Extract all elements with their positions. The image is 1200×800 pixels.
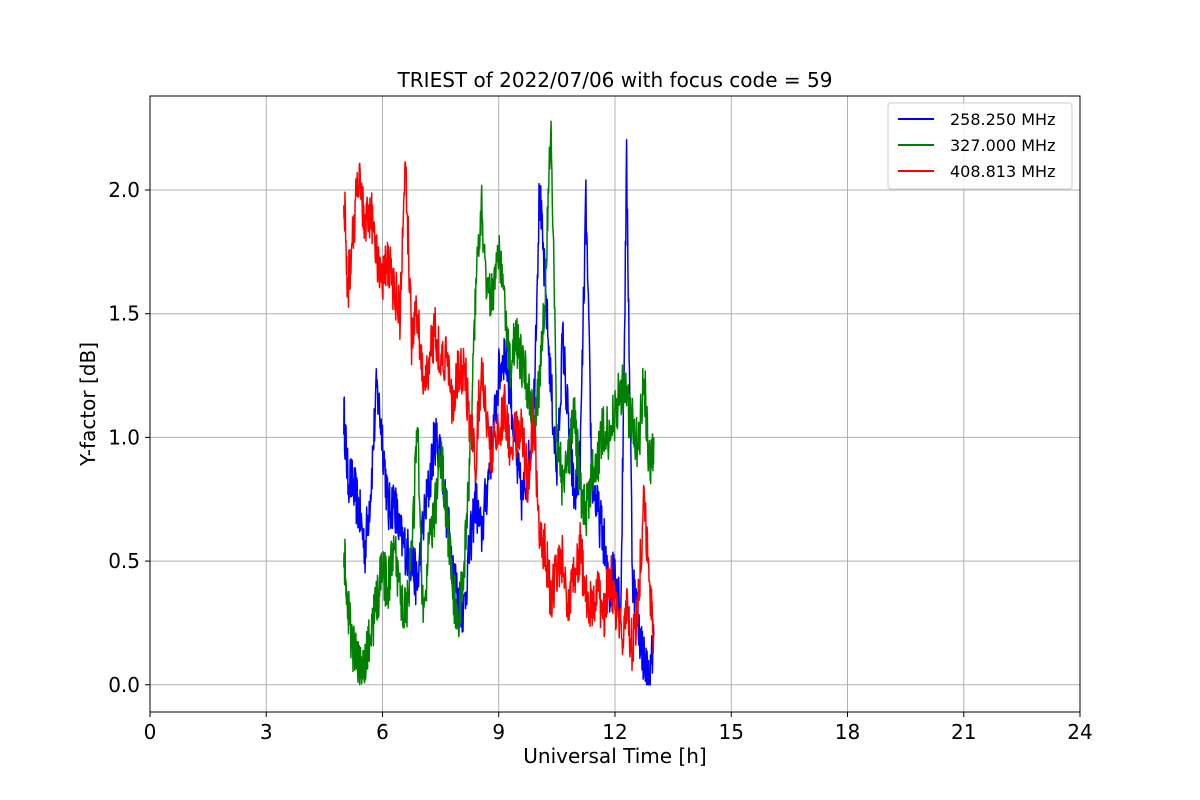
x-axis-label: Universal Time [h] xyxy=(523,744,706,768)
x-tick-label: 21 xyxy=(951,720,976,744)
y-tick-label: 1.5 xyxy=(108,302,140,326)
x-tick-label: 3 xyxy=(260,720,273,744)
legend-box xyxy=(887,102,1073,190)
y-axis-ticks: 0.0 0.5 1.0 1.5 2.0 xyxy=(108,178,150,697)
x-tick-label: 6 xyxy=(376,720,389,744)
x-tick-label: 12 xyxy=(602,720,627,744)
y-tick-label: 2.0 xyxy=(108,178,140,202)
series-group xyxy=(343,120,655,686)
x-axis-ticks: 0 3 6 9 12 15 18 21 24 xyxy=(144,712,1093,744)
x-tick-label: 9 xyxy=(492,720,505,744)
legend-label: 258.250 MHz xyxy=(950,110,1055,129)
x-tick-label: 15 xyxy=(719,720,744,744)
y-tick-label: 1.0 xyxy=(108,425,140,449)
series-line-2 xyxy=(343,120,655,686)
x-tick-label: 24 xyxy=(1067,720,1092,744)
legend-label: 408.813 MHz xyxy=(950,162,1055,181)
chart-title: TRIEST of 2022/07/06 with focus code = 5… xyxy=(397,68,833,92)
legend: 258.250 MHz 327.000 MHz 408.813 MHz xyxy=(887,102,1073,190)
y-axis-label: Y-factor [dB] xyxy=(76,342,100,467)
series-line-1 xyxy=(343,138,655,686)
y-tick-label: 0.5 xyxy=(108,549,140,573)
legend-label: 327.000 MHz xyxy=(950,136,1055,155)
x-tick-label: 0 xyxy=(144,720,157,744)
series-line-3 xyxy=(343,161,655,672)
x-tick-label: 18 xyxy=(835,720,860,744)
y-tick-label: 0.0 xyxy=(108,673,140,697)
